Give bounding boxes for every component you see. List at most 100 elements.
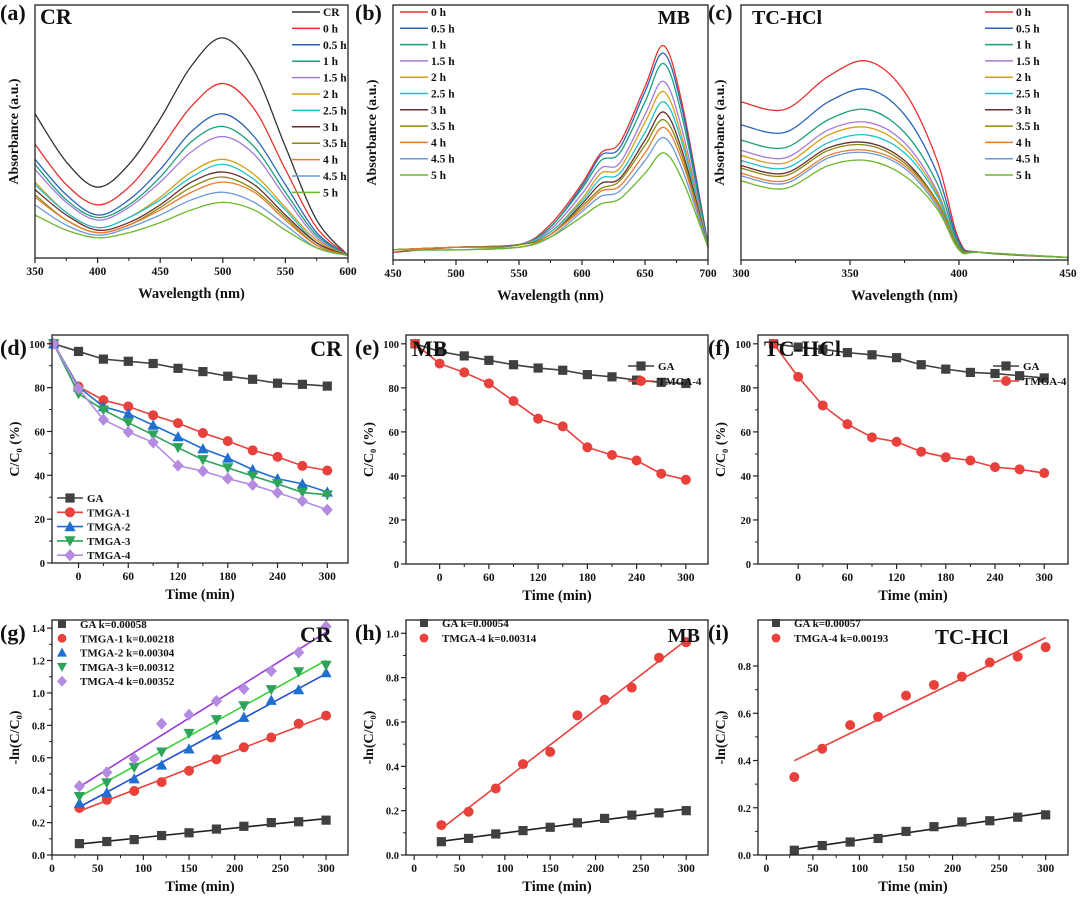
series-group xyxy=(48,337,333,516)
y-axis-label: -ln(C/C₀) xyxy=(362,710,377,764)
data-point-circle xyxy=(173,418,184,429)
legend-item: TMGA-4 xyxy=(993,376,1067,388)
x-tick-label: 450 xyxy=(1059,268,1077,280)
data-point-square xyxy=(941,364,951,374)
data-point-square xyxy=(148,358,158,369)
legend-label: 3.5 h xyxy=(1016,121,1040,133)
data-point-triangle-up xyxy=(147,419,159,430)
y-tick-label: 0.2 xyxy=(32,819,45,830)
y-tick-label: 0.6 xyxy=(386,718,399,729)
data-point-square xyxy=(985,816,995,826)
data-point-circle xyxy=(1039,468,1050,479)
x-tick-label: 300 xyxy=(677,572,695,584)
data-point-triangle-up xyxy=(128,773,140,784)
data-point-diamond xyxy=(122,425,134,438)
data-point-square xyxy=(845,837,855,847)
data-point-triangle-down xyxy=(265,685,277,696)
legend-label: 0 h xyxy=(431,7,447,19)
data-point-square xyxy=(184,828,194,838)
data-point-square xyxy=(793,342,803,352)
data-point-square xyxy=(248,374,258,384)
series-line-3h xyxy=(34,171,349,257)
legend-item: 4 h xyxy=(292,155,339,167)
legend-label: GA xyxy=(658,361,675,373)
data-point-triangle-down xyxy=(296,487,308,499)
panel-g: 0 50 100 150 200 250 300 0.0 0.2 0.4 0.6 0.8 1.0 1.2 1… xyxy=(0,619,349,895)
y-axis-label: Absorbance (a.u.) xyxy=(713,79,728,186)
legend-label: 2 h xyxy=(323,89,339,101)
y-tick-label: 100 xyxy=(29,340,45,351)
data-point-square xyxy=(817,840,827,851)
legend-item: GA k=0.00054 xyxy=(420,618,509,630)
y-tick-label: 0 xyxy=(746,560,751,571)
data-point-triangle-up xyxy=(320,667,332,678)
y-tick-label: 1.0 xyxy=(386,629,399,640)
x-tick-label: 50 xyxy=(92,863,104,875)
data-point-circle xyxy=(463,806,474,817)
data-point-square xyxy=(1041,810,1051,820)
data-point-circle xyxy=(247,445,258,456)
y-axis-label: Absorbance (a.u.) xyxy=(365,79,380,186)
legend: 0 h 0.5 h 1 h 1.5 h 2 h 2.5 h 3 h 3.5 h 4 h 4.5 h… xyxy=(400,7,455,182)
legend-label: TMGA-4 k=0.00193 xyxy=(794,633,889,645)
legend: GA TMGA-1 TMGA-2 TMGA-3 TMGA-4 xyxy=(57,493,131,562)
x-tick-label: 240 xyxy=(628,572,646,584)
x-axis-label: Time (min) xyxy=(522,879,592,895)
x-tick-label: 0 xyxy=(411,863,417,875)
data-point-square xyxy=(223,371,233,381)
x-tick-label: 180 xyxy=(219,571,237,583)
legend-label: 2 h xyxy=(431,72,447,84)
legend: GA k=0.00058 TMGA-1 k=0.00218 TMGA-2 k=0.0… xyxy=(57,619,175,688)
data-point-circle xyxy=(211,754,222,765)
data-point-circle xyxy=(123,401,134,412)
legend-label: 4.5 h xyxy=(323,171,347,183)
legend-label: 1 h xyxy=(431,40,447,52)
legend-label: 2.5 h xyxy=(431,89,455,101)
x-tick-label: 120 xyxy=(169,571,187,583)
chart-title: TC-HCl xyxy=(764,336,841,361)
data-point-circle xyxy=(1012,651,1023,662)
plot-frame xyxy=(51,334,349,564)
x-tick-label: 60 xyxy=(123,571,135,583)
data-point-circle xyxy=(148,410,159,421)
panel-a: 350 400 450 500 550 600 Wavelength (nm) Absorba… xyxy=(0,0,357,302)
data-point-diamond xyxy=(197,465,209,478)
legend-item: GA xyxy=(993,361,1040,373)
series-group xyxy=(392,45,709,253)
legend-label: TMGA-4 k=0.00352 xyxy=(80,676,175,688)
data-point-square xyxy=(891,353,902,363)
legend-label: 3 h xyxy=(431,105,447,117)
series-group xyxy=(789,636,1051,855)
x-tick-label: 550 xyxy=(277,266,295,278)
data-point-circle xyxy=(410,338,421,349)
x-tick-label: 120 xyxy=(888,572,906,584)
data-point-square xyxy=(789,845,799,855)
legend-item: 4.5 h xyxy=(292,171,347,183)
legend-label: TMGA-2 xyxy=(87,522,131,534)
data-point-circle xyxy=(508,396,519,407)
panel-i: 0 50 100 150 200 250 300 0.0 0.2 0.4 0.6 0.8 Time (m… xyxy=(708,618,1069,895)
x-tick-label: 150 xyxy=(897,863,915,875)
x-tick-label: 350 xyxy=(841,268,859,280)
data-point-square xyxy=(436,837,446,847)
data-point-triangle-down xyxy=(101,778,113,789)
legend-item: TMGA-2 k=0.00304 xyxy=(57,647,175,660)
data-point-diamond xyxy=(210,694,223,708)
data-point-triangle-down xyxy=(210,715,223,726)
legend-label: 1.5 h xyxy=(431,56,455,68)
data-point-circle xyxy=(533,413,544,424)
panel-letter: (f) xyxy=(708,335,730,360)
data-point-circle xyxy=(419,633,429,643)
panel-letter: (i) xyxy=(708,620,729,645)
data-point-diamond xyxy=(101,766,113,779)
y-tick-label: 80 xyxy=(741,384,752,395)
x-axis-label: Time (min) xyxy=(165,587,235,603)
data-point-square xyxy=(65,493,75,503)
legend-item: 5 h xyxy=(400,170,447,182)
x-tick-label: 250 xyxy=(990,863,1008,875)
data-point-diamond xyxy=(222,472,234,485)
data-point-triangle-down xyxy=(57,662,67,672)
y-axis-label: C/C₀ (%) xyxy=(8,421,23,476)
y-axis-label: -ln(C/C₀) xyxy=(8,710,23,764)
legend-label: 0.5 h xyxy=(323,40,347,52)
